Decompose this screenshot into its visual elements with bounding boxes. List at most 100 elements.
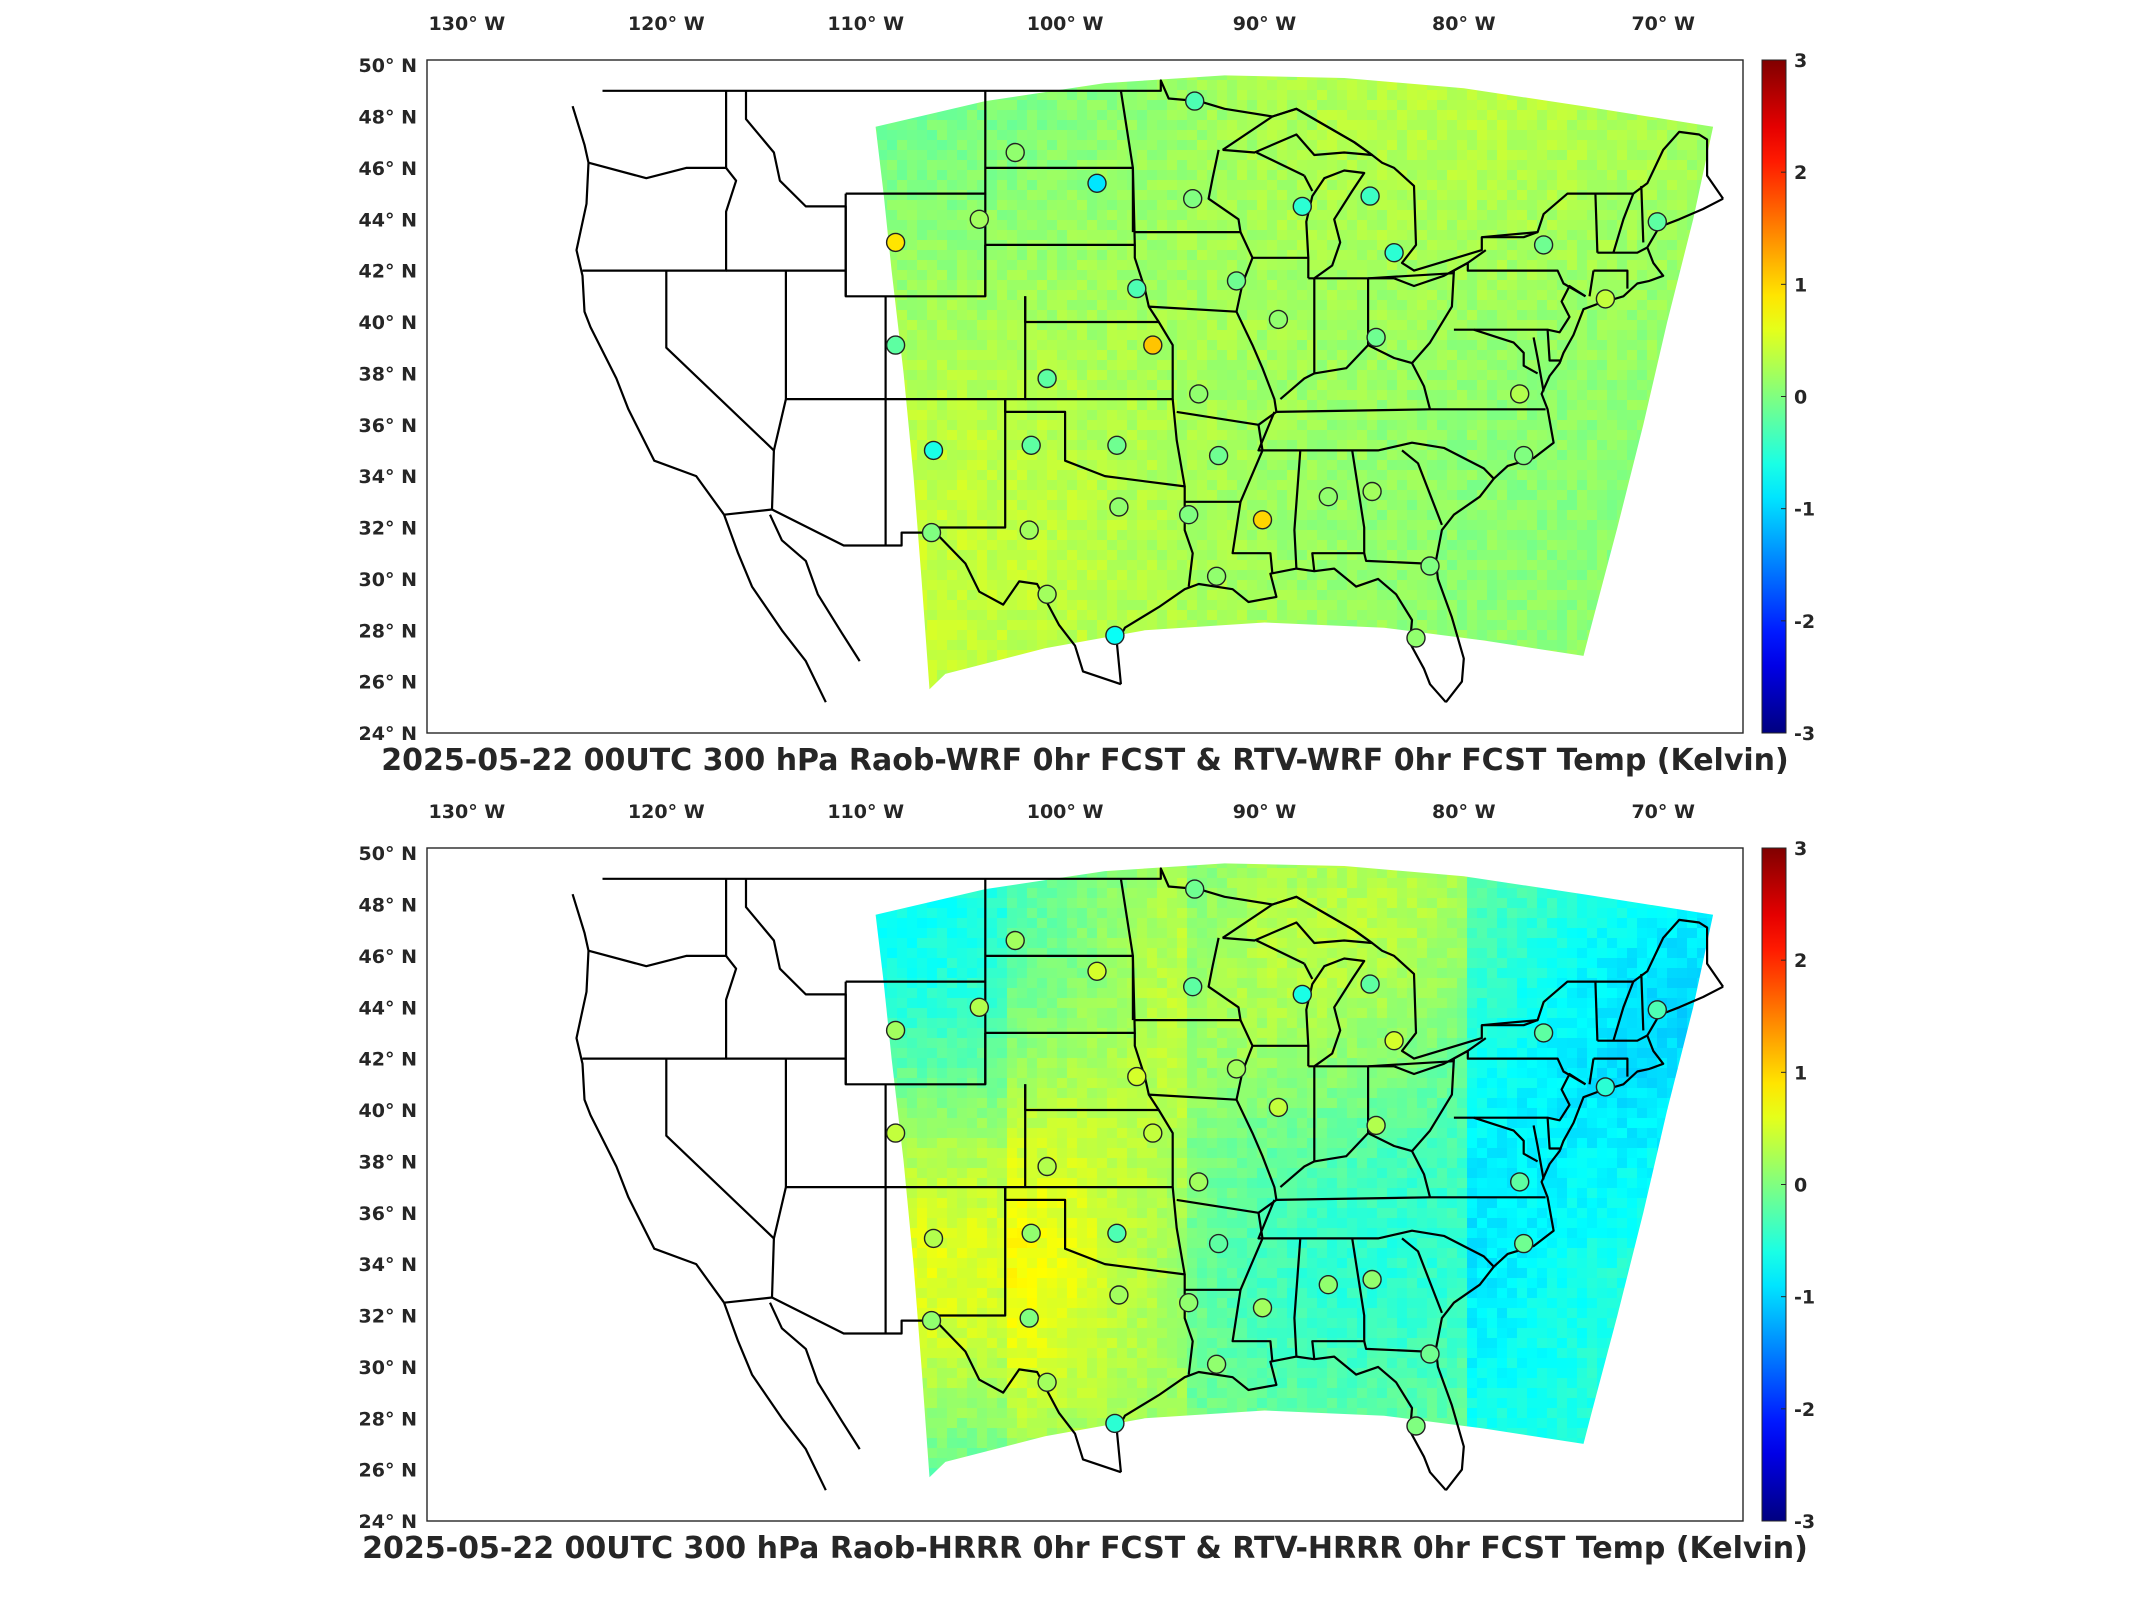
boundary-line — [723, 1296, 1122, 1474]
boundary-line — [1640, 973, 1645, 1031]
boundary-line — [769, 514, 861, 662]
station-marker — [1513, 445, 1534, 466]
station-marker — [1318, 487, 1339, 507]
boundary-line — [1025, 321, 1174, 401]
latitude-tick-label: 24° N — [359, 1511, 417, 1533]
boundary-line — [1025, 1109, 1174, 1189]
station-marker — [1384, 1030, 1404, 1051]
station-marker — [1252, 1298, 1273, 1318]
raob-stations — [885, 91, 1668, 648]
state-and-coast-boundaries — [571, 79, 1725, 703]
longitude-tick-label: 100° W — [1027, 801, 1104, 823]
boundary-line — [1588, 270, 1595, 297]
longitude-tick-label: 130° W — [429, 13, 506, 35]
boundary-line — [1367, 270, 1455, 365]
boundary-line — [1134, 937, 1242, 1022]
station-marker — [1127, 278, 1147, 299]
boundary-line — [1004, 1186, 1186, 1276]
station-marker — [923, 1228, 944, 1249]
latitude-tick-label: 24° N — [359, 723, 417, 745]
latitude-tick-label: 38° N — [359, 363, 417, 385]
station-marker — [1362, 1269, 1382, 1290]
station-marker — [1021, 1223, 1041, 1244]
station-marker — [1037, 368, 1057, 389]
longitude-tick-label: 110° W — [827, 13, 904, 35]
station-marker — [1533, 1023, 1554, 1043]
boundary-line — [1257, 411, 1495, 480]
station-marker — [885, 232, 906, 253]
station-marker — [1109, 497, 1129, 517]
station-marker — [1005, 142, 1025, 163]
latitude-tick-label: 38° N — [359, 1151, 417, 1173]
latitude-tick-label: 30° N — [359, 1357, 417, 1379]
boundary-line — [1303, 963, 1314, 980]
station-marker — [1037, 1156, 1057, 1177]
colorbar-tick-label: 3 — [1794, 50, 1807, 72]
longitude-tick-label: 120° W — [628, 801, 705, 823]
boundary-line — [723, 514, 827, 703]
station-marker — [1360, 186, 1380, 206]
boundary-line — [1279, 278, 1316, 400]
boundary-line — [1588, 1058, 1595, 1085]
latitude-tick-label: 32° N — [359, 1306, 417, 1328]
boundary-line — [1221, 895, 1374, 945]
latitude-tick-label: 46° N — [359, 946, 417, 968]
station-marker — [885, 1123, 906, 1143]
station-marker — [1292, 984, 1313, 1005]
map-axes-frame — [426, 59, 1744, 734]
station-marker — [969, 209, 989, 230]
latitude-tick-label: 36° N — [359, 415, 417, 437]
boundary-line — [1532, 337, 1545, 392]
station-marker — [1182, 188, 1203, 209]
boundary-line — [602, 867, 1725, 1060]
longitude-tick-label: 90° W — [1233, 801, 1297, 823]
station-marker — [1595, 289, 1616, 309]
longitude-tick-label: 70° W — [1631, 801, 1695, 823]
latitude-tick-label: 30° N — [359, 569, 417, 591]
station-marker — [1406, 628, 1426, 648]
station-marker — [1107, 1223, 1127, 1244]
boundary-line — [1594, 981, 1599, 1041]
boundary-line — [1594, 193, 1599, 253]
colorbar-tick-label: -2 — [1794, 1399, 1815, 1421]
boundary-line — [1393, 249, 1487, 288]
station-marker — [1184, 91, 1205, 111]
boundary-line — [1612, 981, 1635, 1042]
boundary-line — [582, 167, 738, 272]
latitude-tick-label: 40° N — [359, 1100, 417, 1122]
latitude-tick-label: 28° N — [359, 1408, 417, 1430]
longitude-tick-label: 110° W — [827, 801, 904, 823]
station-marker — [1360, 974, 1380, 994]
station-marker — [1420, 1344, 1440, 1364]
station-marker — [885, 1020, 906, 1041]
station-marker — [1252, 510, 1273, 530]
station-marker — [1268, 309, 1289, 330]
station-marker — [1362, 481, 1382, 502]
panel-title: 2025-05-22 00UTC 300 hPa Raob-WRF 0hr FC… — [381, 743, 1789, 778]
boundary-line — [1532, 1125, 1545, 1180]
boundary-line — [1612, 193, 1635, 254]
latitude-tick-label: 42° N — [359, 261, 417, 283]
colorbar-tick-label: 3 — [1794, 838, 1807, 860]
station-marker — [1318, 1274, 1339, 1295]
latitude-tick-label: 40° N — [359, 312, 417, 334]
station-marker — [1143, 335, 1163, 355]
station-marker — [1019, 1308, 1039, 1328]
station-marker — [1292, 196, 1313, 217]
station-marker — [1226, 271, 1247, 291]
boundary-line — [1303, 175, 1314, 192]
boundary-line — [1231, 501, 1274, 574]
boundary-line — [1411, 1150, 1432, 1198]
boundary-line — [1546, 329, 1562, 362]
colorbar-tick-label: -3 — [1794, 723, 1815, 745]
boundary-line — [933, 399, 1007, 529]
boundary-line — [1481, 231, 1538, 239]
longitude-tick-label: 120° W — [628, 13, 705, 35]
station-marker — [921, 1310, 942, 1331]
boundary-line — [1411, 362, 1432, 410]
latitude-tick-label: 26° N — [359, 672, 417, 694]
station-marker — [1182, 977, 1203, 997]
boundary-line — [1184, 1212, 1264, 1291]
boundary-line — [772, 1186, 787, 1239]
